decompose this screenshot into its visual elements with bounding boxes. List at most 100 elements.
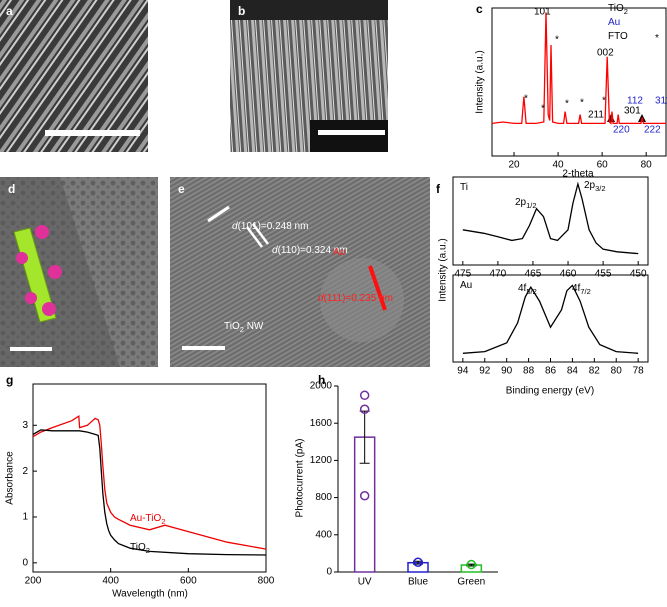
legend-entry: Au <box>608 17 620 28</box>
particle <box>48 265 62 279</box>
annotation: * <box>541 104 545 115</box>
x-tick-label: 82 <box>589 366 601 377</box>
text-part: TiO <box>608 3 624 14</box>
data-point <box>413 557 423 567</box>
x-tick-label: 460 <box>560 269 577 280</box>
text-part: Ti <box>460 182 468 193</box>
text-part: NW <box>244 321 264 332</box>
au-particle <box>320 258 404 342</box>
scale-bar <box>182 346 225 350</box>
x-tick-label: 475 <box>454 269 471 280</box>
x-tick-label: 86 <box>545 366 557 377</box>
y-tick-label: 1600 <box>310 418 333 429</box>
x-tick-label: 400 <box>102 576 119 587</box>
plot-frame <box>452 176 649 266</box>
x-tick-label: 78 <box>633 366 645 377</box>
scale-bar <box>10 347 52 351</box>
series-label: TiO2 <box>130 542 150 556</box>
lattice-marker <box>252 223 269 245</box>
annotation: 2p1/2 <box>515 197 537 211</box>
x-tick-label: 60 <box>597 160 609 171</box>
y-tick-label: 2000 <box>310 381 333 392</box>
text-part: 7/2 <box>580 287 590 296</box>
axes <box>337 386 498 573</box>
data-line <box>462 284 639 354</box>
particle <box>25 292 37 304</box>
text-part: TiO <box>130 542 146 553</box>
inset-background <box>310 120 388 152</box>
text-part: 4f <box>572 283 581 294</box>
x-axis-label: Binding energy (eV) <box>506 386 594 397</box>
panel-d-image <box>0 177 158 367</box>
annotation: Au <box>460 280 472 291</box>
data-line <box>491 12 666 125</box>
x-tick-label: 92 <box>479 366 491 377</box>
x-tick-label: 455 <box>595 269 612 280</box>
text-part: Au-TiO <box>130 513 162 524</box>
panel-a-image <box>0 0 148 152</box>
y-tick-label: 3 <box>22 420 28 431</box>
text-part: d <box>232 221 238 232</box>
plot-frame <box>338 386 498 572</box>
x-tick-label: 84 <box>567 366 579 377</box>
annotation: 002 <box>597 48 614 59</box>
y-axis-label: Intensity (a.u.) <box>475 50 486 113</box>
annotation: 101 <box>534 7 551 18</box>
y-axis-label: Absorbance <box>5 451 16 505</box>
x-tick-label: 470 <box>490 269 507 280</box>
sem-image <box>0 0 148 152</box>
annotation: 311 <box>655 96 667 107</box>
particle <box>42 302 56 316</box>
annotation: Ti <box>460 182 468 193</box>
y-tick-label: 800 <box>315 492 332 503</box>
text-part: d <box>318 293 324 304</box>
text-part: 2 <box>624 7 628 16</box>
x-tick-label: UV <box>358 577 372 588</box>
x-tick-label: 88 <box>523 366 535 377</box>
x-tick-label: 200 <box>25 576 42 587</box>
x-tick-label: 465 <box>525 269 542 280</box>
panel-label: e <box>178 182 185 196</box>
text-part: 2 <box>161 517 165 526</box>
text-part: Au <box>333 247 345 258</box>
data-line <box>32 414 267 550</box>
annotation: * <box>565 99 569 110</box>
text-part: 2p <box>584 180 596 191</box>
text-part: Au <box>608 17 620 28</box>
text-part: 2 <box>240 325 244 334</box>
y-tick-label: 1200 <box>310 455 333 466</box>
legend-entry: FTO <box>608 31 628 42</box>
data-point <box>359 490 370 501</box>
image-annotation: TiO2 NW <box>224 321 264 335</box>
y-tick-label: 1 <box>22 512 28 523</box>
annotation: 222 <box>644 125 661 136</box>
text-part: 2p <box>515 197 527 208</box>
lattice-marker <box>207 205 230 223</box>
plot-frame <box>32 383 267 573</box>
y-tick-label: 2 <box>22 466 28 477</box>
data-point <box>466 559 477 570</box>
text-part: (110)=0.324 nm <box>278 245 348 256</box>
panel-label: b <box>238 4 245 18</box>
y-axis-label: Photocurrent (pA) <box>295 439 306 518</box>
x-tick-label: 80 <box>641 160 653 171</box>
annotation: * <box>524 94 528 105</box>
annotation: 4f5/2 <box>518 283 537 297</box>
plot-frame <box>491 7 667 157</box>
particle <box>35 225 49 239</box>
x-tick-label: 600 <box>180 576 197 587</box>
x-tick-label: Blue <box>408 577 428 588</box>
text-part: 5/2 <box>526 287 536 296</box>
plot-frame <box>452 274 649 363</box>
panel-label: c <box>476 2 483 16</box>
annotation: * <box>602 96 606 107</box>
annotation: * <box>555 35 559 46</box>
text-part: Au <box>460 280 472 291</box>
panel-label: h <box>318 373 325 387</box>
x-tick-label: 20 <box>508 160 520 171</box>
y-axis-label: Intensity (a.u.) <box>438 238 449 301</box>
legend-entry: * <box>655 33 659 44</box>
y-tick-label: 400 <box>315 529 332 540</box>
text-part: (111)=0.235 nm <box>324 293 393 304</box>
